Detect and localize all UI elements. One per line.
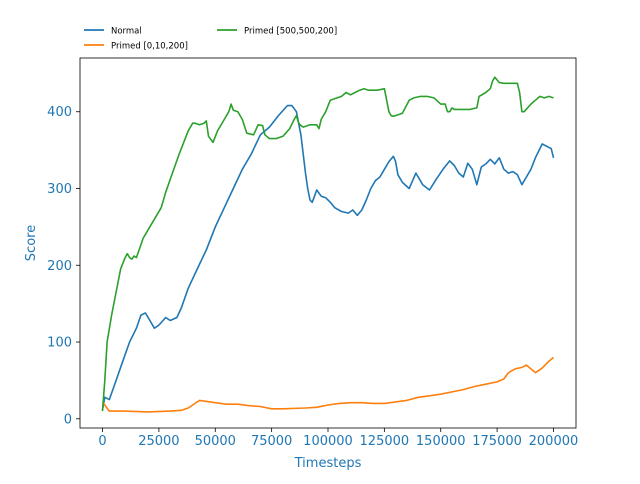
x-tick-label: 0 [98, 434, 106, 449]
y-tick-label: 200 [47, 259, 72, 274]
series-line-1 [101, 104, 555, 410]
series-line-3 [101, 76, 554, 412]
series-line-2 [101, 356, 555, 413]
x-axis-label: Timesteps [294, 456, 362, 471]
y-tick-label: 0 [64, 412, 72, 427]
x-tick-label: 100000 [303, 434, 353, 449]
y-tick-label: 100 [47, 336, 72, 351]
legend: Normal Primed [0,10,200] Primed [500,500,2… [84, 27, 337, 52]
y-tick-label: 300 [47, 182, 72, 197]
x-tick-label: 50000 [195, 434, 236, 449]
x-tick-label: 150000 [416, 434, 466, 449]
legend-label-1: Normal [111, 27, 142, 37]
legend-label-2: Primed [0,10,200] [111, 42, 188, 52]
x-tick-label: 75000 [251, 434, 292, 449]
x-tick-label: 25000 [138, 434, 179, 449]
y-axis: 0 100 200 300 400 [47, 105, 80, 427]
plot-area [79, 57, 577, 429]
y-tick-label: 400 [47, 105, 72, 120]
x-tick-label: 200000 [529, 434, 579, 449]
x-tick-label: 175000 [472, 434, 522, 449]
legend-label-3: Primed [500,500,200] [244, 27, 337, 37]
x-tick-label: 125000 [360, 434, 410, 449]
plot-frame [79, 57, 577, 429]
y-axis-label: Score [24, 225, 39, 261]
series-group [101, 76, 555, 413]
x-axis: 0 25000 50000 75000 100000 125000 150000 175000… [98, 428, 578, 449]
